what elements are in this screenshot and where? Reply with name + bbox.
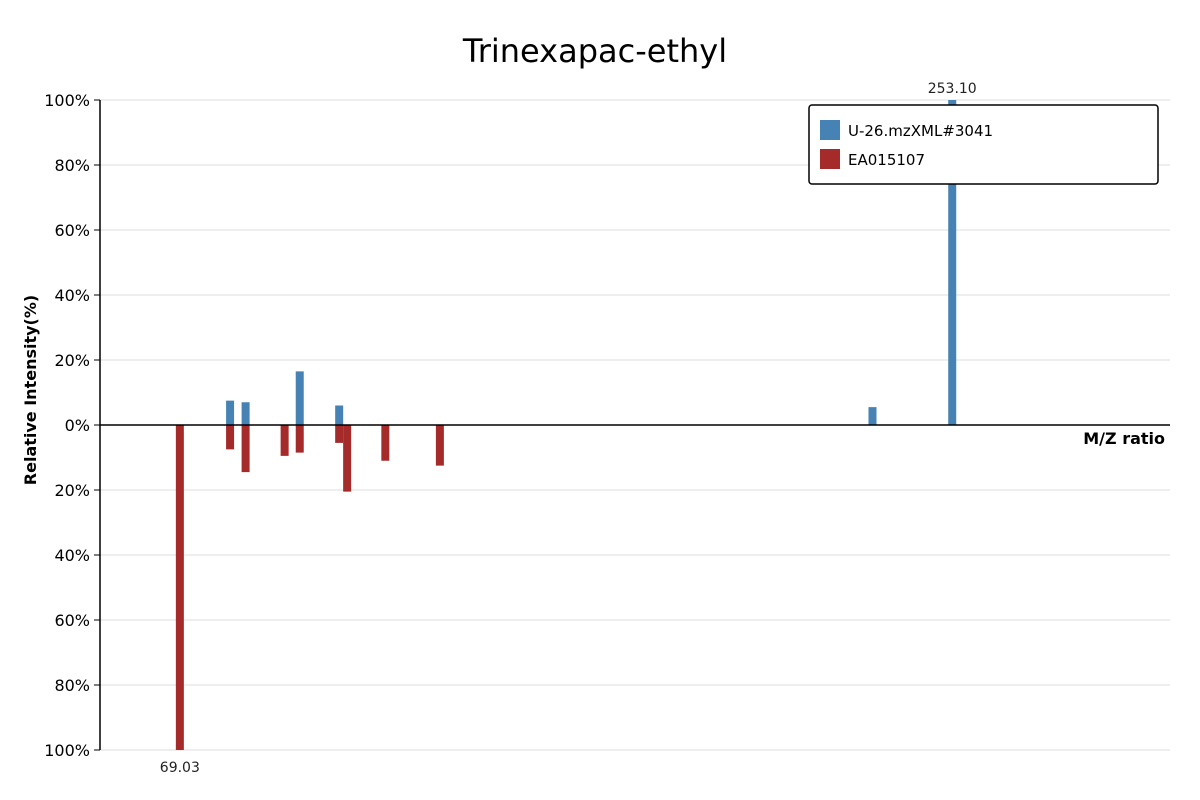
chart-title: Trinexapac-ethyl xyxy=(462,32,727,70)
peak-bar-series-1 xyxy=(343,425,352,492)
x-axis-label: M/Z ratio xyxy=(1083,429,1165,448)
peak-bar-series-0 xyxy=(868,407,877,425)
peak-labels: 253.10 69.03 xyxy=(160,81,977,776)
peak-bar-series-1 xyxy=(241,425,250,473)
y-tick-label: 60% xyxy=(54,221,90,240)
legend-entry-0: U-26.mzXML#3041 xyxy=(848,122,993,140)
peak-label: 253.10 xyxy=(928,81,977,97)
peak-bar-series-0 xyxy=(241,402,250,425)
peak-bar-series-0 xyxy=(948,100,957,425)
y-tick-label: 100% xyxy=(44,741,90,760)
y-tick-label: 40% xyxy=(54,546,90,565)
peak-bar-series-0 xyxy=(295,371,304,425)
peak-bar-series-1 xyxy=(175,425,184,750)
peak-bars xyxy=(175,100,957,750)
y-tick-label: 20% xyxy=(54,351,90,370)
legend-swatch-1 xyxy=(820,149,840,169)
peak-bar-series-1 xyxy=(435,425,444,466)
peak-bar-series-1 xyxy=(295,425,304,453)
peak-bar-series-1 xyxy=(381,425,390,461)
legend-entry-1: EA015107 xyxy=(848,151,925,169)
peak-bar-series-1 xyxy=(280,425,289,456)
legend-swatch-0 xyxy=(820,120,840,140)
peak-bar-series-0 xyxy=(226,400,235,425)
y-tick-label: 0% xyxy=(65,416,90,435)
axes xyxy=(99,100,1170,750)
peak-bar-series-0 xyxy=(335,405,344,425)
legend-box xyxy=(808,104,1159,185)
y-tick-label: 20% xyxy=(54,481,90,500)
peak-bar-series-1 xyxy=(335,425,344,443)
peak-label: 69.03 xyxy=(160,760,200,776)
y-tick-label: 40% xyxy=(54,286,90,305)
y-tick-label: 80% xyxy=(54,156,90,175)
peak-bar-series-1 xyxy=(226,425,235,450)
y-tick-label: 60% xyxy=(54,611,90,630)
y-axis-ticks: 100% 80% 60% 40% 20% 0% 20% 40% 60% 80% 100% xyxy=(44,91,100,760)
legend: U-26.mzXML#3041 EA015107 xyxy=(808,104,1159,185)
y-axis-label: Relative Intensity(%) xyxy=(21,295,40,485)
y-tick-label: 100% xyxy=(44,91,90,110)
y-tick-label: 80% xyxy=(54,676,90,695)
gridlines xyxy=(100,99,1170,751)
